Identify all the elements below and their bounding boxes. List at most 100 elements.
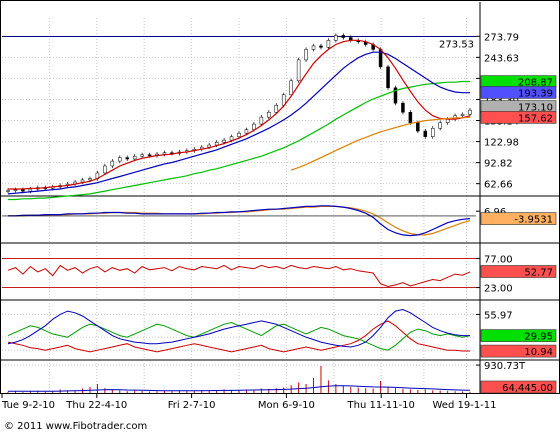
sma-extra-line [290,116,471,171]
price-badge-label: 173.10 [518,103,553,114]
candle-body [237,132,241,137]
candle-body [214,142,219,146]
candle-body [118,157,122,162]
minus-di-line [7,320,470,353]
adx-line [7,308,470,348]
macd-badge-bg [480,212,557,225]
adx-badge-bg [480,344,557,358]
candle-body [21,189,25,192]
candle-body [341,35,346,38]
candle-body [207,144,211,148]
price-badge-label: 157.62 [518,113,553,124]
price-axis-tick-label: 92.82 [484,159,513,170]
volume-grid [2,363,476,393]
x-axis-label: Wed 19-1-11 [433,400,497,411]
rsi-badge-bg [480,265,557,278]
price-axis-tick-label: 273.79 [484,32,519,43]
candle-body [319,45,323,48]
sma-long-line [8,80,470,201]
rsi-line [7,264,471,288]
x-axis-label: Thu 11-11-10 [347,400,415,411]
rsi-axis-tick-label: 23.00 [484,284,513,295]
candle-body [140,154,144,157]
candle-body [267,111,271,118]
volume-badge: 64,445.00 [480,380,557,394]
x-axis-label: Tue 9-2-10 [1,400,55,411]
x-axis-label: Fri 2-7-10 [168,400,216,411]
macd-badge: -3.9531 [480,212,557,226]
candle-body [304,49,308,61]
price-badge: 157.62 [480,111,557,124]
candle-body [80,179,85,183]
adx-badge: 10.94 [480,344,557,358]
candle-body [162,152,167,155]
candle-body [393,87,398,104]
adx-badge-bg [480,329,557,342]
candle-body [460,114,465,116]
adx-badge: 29.95 [480,329,557,343]
candle-body [430,128,435,137]
candle-body [259,116,264,125]
x-axis-label: Thu 22-4-10 [65,400,127,411]
adx-badge-label: 10.94 [524,347,553,358]
volume-badge-label: 64,445.00 [502,383,553,394]
candle-body [438,122,442,129]
candle-body [110,160,115,167]
candle-body [423,130,428,137]
candle-body [274,105,279,113]
volume-axis-tick-label: 930.73T [484,361,526,372]
price-axis-tick-label: 62.66 [484,180,513,191]
candle-body [334,35,338,41]
rsi-axis-tick-label: 77.00 [484,254,513,265]
candle-body [244,129,249,134]
candle-body [132,155,137,160]
volume-bars [7,366,471,393]
x-axis-label: Mon 6-9-10 [258,400,315,411]
price-badge-label: 208.87 [518,78,553,89]
candle-body [289,80,293,96]
sma-short-line [8,39,471,190]
candle-body [13,189,18,191]
macd-badge-label: -3.9531 [514,215,553,226]
candle-body [386,66,390,89]
candle-body [468,109,472,115]
volume-avg-line [8,385,471,392]
candle-body [147,154,152,157]
adx-badge-label: 29.95 [524,332,553,343]
candle-body [125,157,129,160]
candle-body [416,122,420,132]
price-badge: 193.39 [480,86,557,99]
candles [6,33,472,194]
candle-body [296,59,301,82]
resistance-label: 273.53 [439,39,474,50]
candle-body [229,136,234,141]
candle-body [103,165,107,174]
chart-frame [0,0,560,394]
candle-body [326,40,331,48]
candle-body [88,178,92,181]
candle-body [252,123,256,130]
candle-body [6,190,10,192]
price-badge-bg [480,111,557,124]
price-axis-tick-label: 243.63 [484,53,519,64]
price-axis-tick-label: 122.98 [484,138,519,149]
candle-body [222,139,226,143]
sma-mid-line [7,51,470,195]
price-grid [2,18,476,196]
rsi-badge-label: 52.77 [524,268,553,279]
macd-grid [2,199,476,243]
candle-body [311,45,316,50]
price-badge-label: 193.39 [518,88,553,99]
candle-body [28,188,33,192]
price-badge-bg [480,86,557,99]
rsi-grid [2,246,476,300]
candle-body [401,102,405,113]
volume-badge-bg [480,380,557,394]
rsi-badge: 52.77 [480,265,557,279]
copyright-text: © 2011 www.Fibotrader.com [4,421,147,432]
candle-body [408,111,413,123]
adx-grid [2,303,476,360]
adx-axis-tick-label: 55.97 [484,310,513,321]
